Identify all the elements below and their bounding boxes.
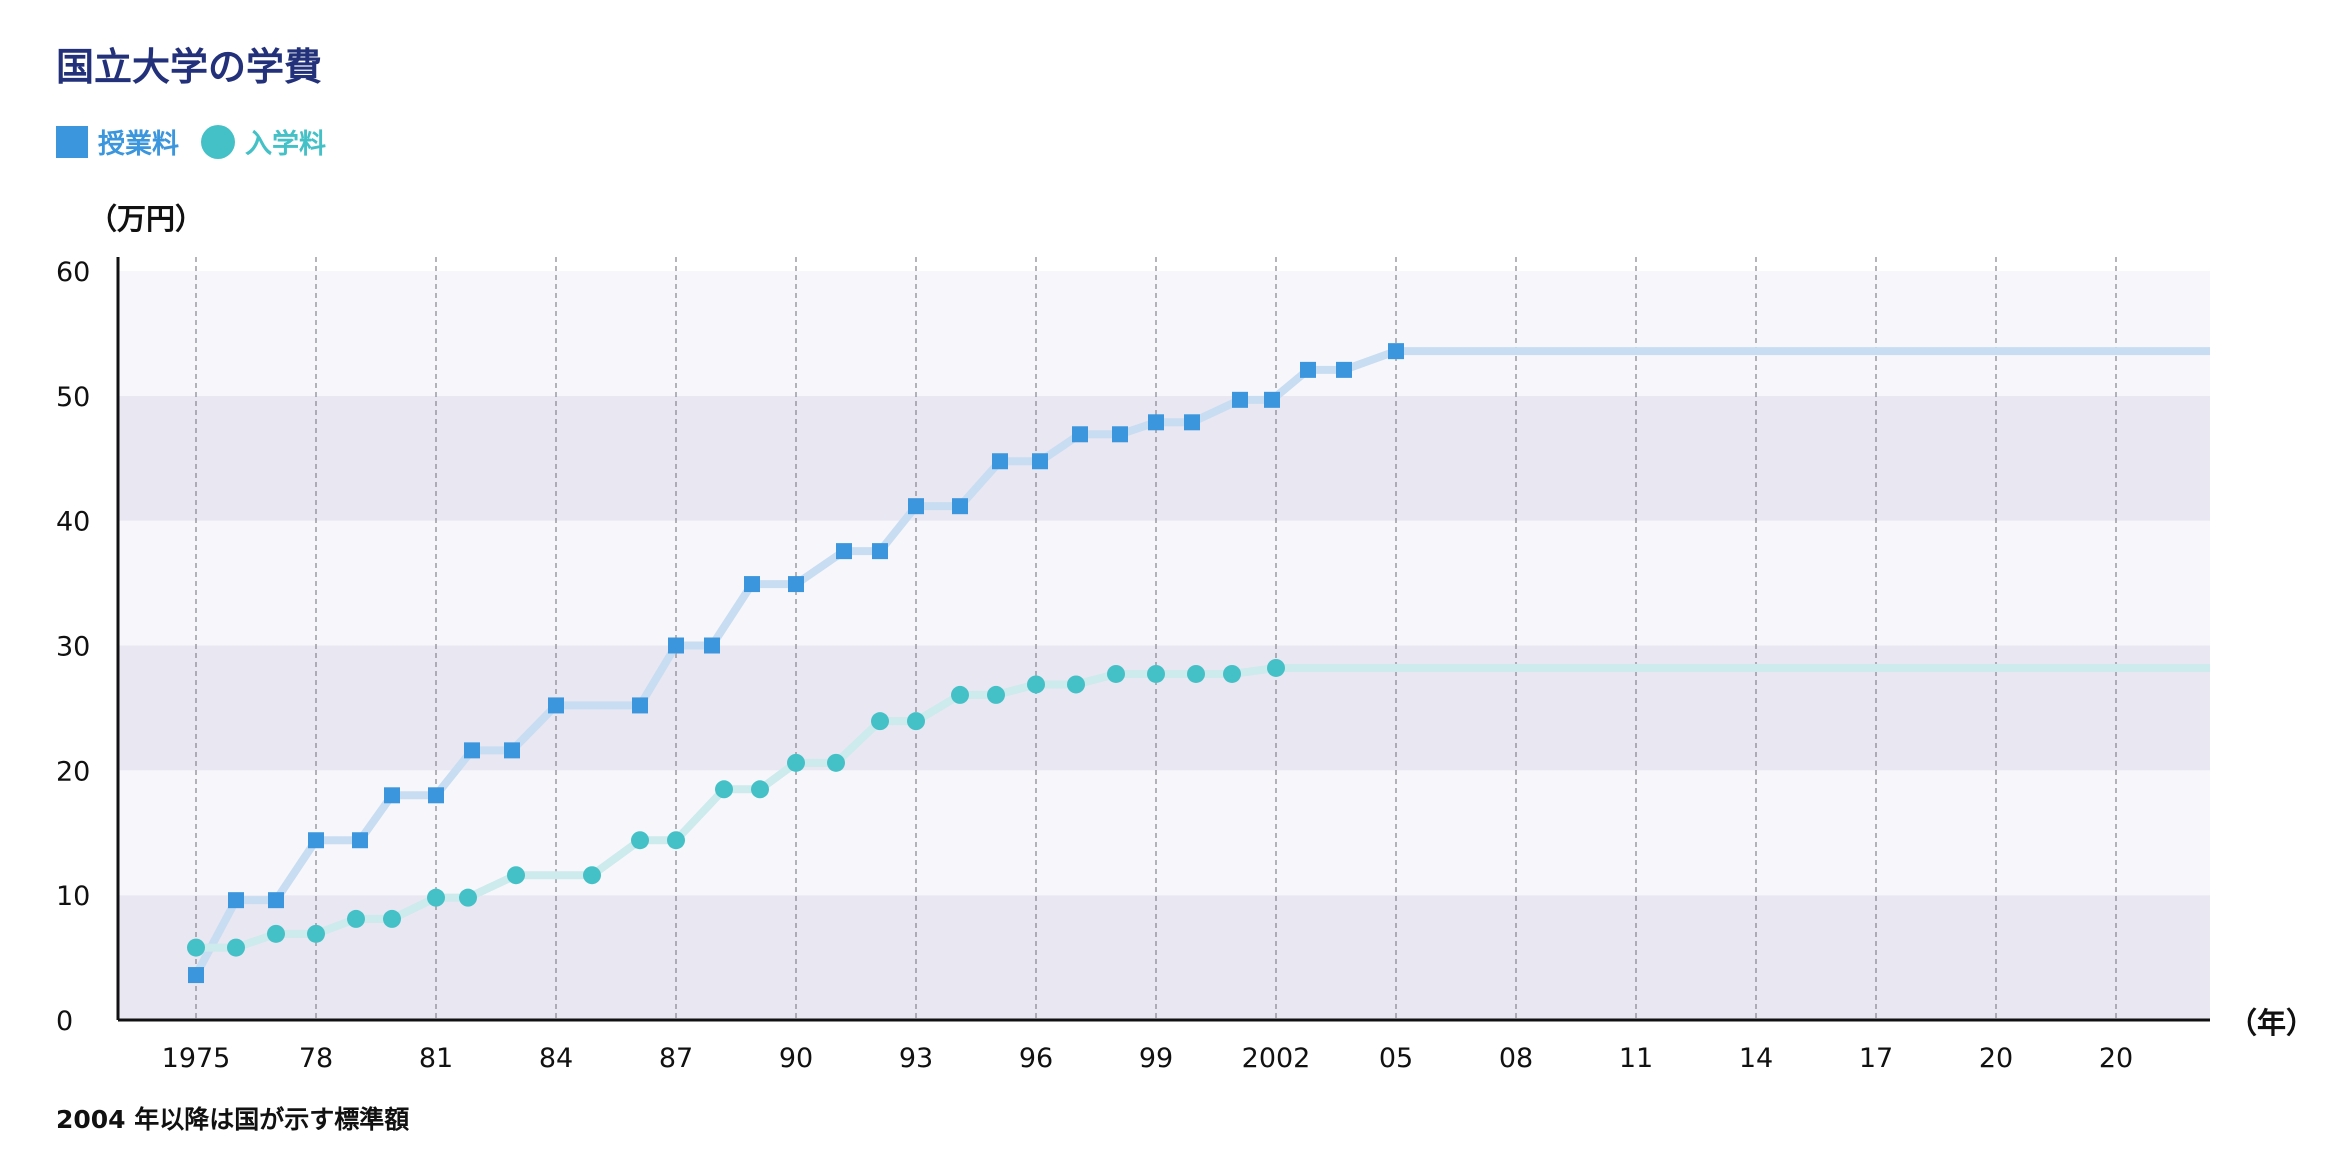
x-tick-label: 84 xyxy=(539,1043,573,1074)
tuition-data-point xyxy=(992,453,1008,470)
x-tick-label: 11 xyxy=(1619,1043,1653,1074)
admission-data-point xyxy=(459,888,477,907)
x-tick-label: 96 xyxy=(1019,1043,1053,1074)
admission-data-point xyxy=(1027,675,1045,694)
admission-data-point xyxy=(1187,664,1205,683)
admission-data-point xyxy=(1223,664,1241,683)
tuition-data-point xyxy=(1232,391,1248,408)
tuition-data-point xyxy=(352,832,368,849)
legend-item-admission: 入学料 xyxy=(201,122,326,161)
admission-data-point xyxy=(1107,664,1125,683)
admission-data-point xyxy=(583,866,601,885)
x-tick-label: 93 xyxy=(899,1043,933,1074)
y-tick-label: 50 xyxy=(56,382,90,413)
legend-item-tuition: 授業料 xyxy=(56,122,179,161)
admission-circle-marker-icon xyxy=(201,124,235,159)
tuition-data-point xyxy=(188,967,204,984)
tuition-data-point xyxy=(1264,391,1280,408)
y-tick-label: 30 xyxy=(56,632,90,663)
tuition-data-point xyxy=(1148,414,1164,431)
admission-data-point xyxy=(307,924,325,943)
x-tick-label: 99 xyxy=(1139,1043,1173,1074)
admission-data-point xyxy=(1267,658,1285,677)
tuition-data-point xyxy=(1388,343,1404,360)
tuition-data-point xyxy=(428,787,444,804)
tuition-data-point xyxy=(308,832,324,849)
admission-data-point xyxy=(787,753,805,772)
tuition-data-point xyxy=(464,742,480,759)
grid-band xyxy=(118,271,2210,396)
tuition-data-point xyxy=(268,892,284,909)
admission-data-point xyxy=(951,685,969,704)
x-tick-label: 90 xyxy=(779,1043,813,1074)
admission-data-point xyxy=(715,780,733,799)
y-tick-label: 0 xyxy=(56,1006,73,1037)
tuition-data-point xyxy=(872,543,888,560)
admission-data-point xyxy=(667,831,685,850)
tuition-data-point xyxy=(228,892,244,909)
tuition-data-point xyxy=(1112,426,1128,443)
admission-data-point xyxy=(427,888,445,907)
tuition-data-point xyxy=(668,637,684,654)
x-tick-label: 20 xyxy=(1979,1043,2013,1074)
x-tick-label: 2002 xyxy=(1242,1043,1311,1074)
grid-band xyxy=(118,770,2210,896)
tuition-data-point xyxy=(1032,453,1048,470)
admission-data-point xyxy=(347,909,365,928)
tuition-data-point xyxy=(1300,361,1316,378)
tuition-data-point xyxy=(744,576,760,593)
x-tick-label: 14 xyxy=(1739,1043,1773,1074)
tuition-data-point xyxy=(1336,361,1352,378)
grid-band xyxy=(118,520,2210,646)
admission-data-point xyxy=(987,685,1005,704)
tuition-data-point xyxy=(1072,426,1088,443)
x-tick-label: 17 xyxy=(1859,1043,1893,1074)
tuition-square-marker-icon xyxy=(56,125,88,158)
tuition-data-point xyxy=(836,543,852,560)
legend-label-tuition: 授業料 xyxy=(98,129,179,160)
legend-label-admission: 入学料 xyxy=(245,129,326,160)
tuition-data-point xyxy=(632,697,648,714)
admission-data-point xyxy=(751,780,769,799)
y-tick-label: 60 xyxy=(56,257,90,288)
y-tick-label: 20 xyxy=(56,756,90,787)
x-tick-label: 87 xyxy=(659,1043,693,1074)
x-tick-label: 81 xyxy=(419,1043,453,1074)
x-tick-label: 1975 xyxy=(162,1043,231,1074)
x-tick-label: 08 xyxy=(1499,1043,1533,1074)
admission-data-point xyxy=(907,712,925,731)
admission-data-point xyxy=(227,938,245,957)
tuition-data-point xyxy=(952,498,968,515)
admission-data-point xyxy=(1147,664,1165,683)
admission-data-point xyxy=(383,909,401,928)
tuition-data-point xyxy=(504,742,520,759)
admission-data-point xyxy=(507,866,525,885)
x-tick-label: 20 xyxy=(2099,1043,2133,1074)
x-tick-label: 05 xyxy=(1379,1043,1413,1074)
x-axis-unit-label: （年） xyxy=(2228,1006,2316,1040)
tuition-data-point xyxy=(704,637,720,654)
tuition-data-point xyxy=(548,697,564,714)
tuition-data-point xyxy=(384,787,400,804)
admission-data-point xyxy=(631,831,649,850)
tuition-data-point xyxy=(908,498,924,515)
admission-data-point xyxy=(871,712,889,731)
chart-title: 国立大学の学費 xyxy=(56,45,323,89)
grid-band xyxy=(118,895,2210,1020)
x-tick-label: 78 xyxy=(299,1043,333,1074)
legend: 授業料 入学料 xyxy=(56,122,348,161)
tuition-data-point xyxy=(1184,414,1200,431)
y-tick-label: 10 xyxy=(56,881,90,912)
admission-data-point xyxy=(187,938,205,957)
admission-data-point xyxy=(1067,675,1085,694)
admission-data-point xyxy=(267,924,285,943)
footnote: 2004 年以降は国が示す標準額 xyxy=(56,1105,410,1134)
y-tick-label: 40 xyxy=(56,507,90,538)
tuition-data-point xyxy=(788,576,804,593)
y-axis-unit-label: （万円） xyxy=(88,202,205,236)
admission-data-point xyxy=(827,753,845,772)
